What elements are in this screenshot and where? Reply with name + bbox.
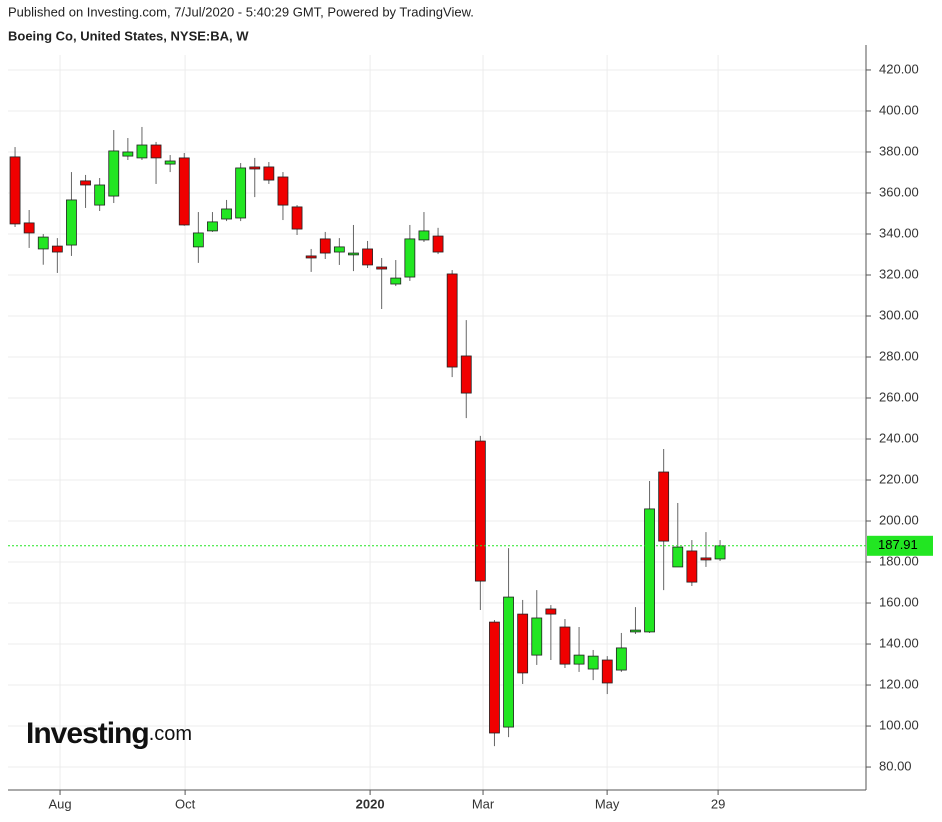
candle-body: [192, 232, 204, 248]
x-tick-label: May: [595, 796, 620, 811]
y-tick-label: 400.00: [879, 102, 919, 117]
candle-body: [362, 248, 373, 266]
candle-body: [122, 151, 134, 157]
candle-body: [66, 199, 77, 246]
candle-body: [319, 238, 331, 254]
candle-body: [531, 617, 543, 656]
candle-body: [714, 545, 726, 560]
y-tick-label: 360.00: [879, 184, 919, 199]
candle-body: [418, 230, 430, 241]
candle-body: [474, 440, 486, 582]
last-price-label: 187.91: [878, 537, 918, 552]
candle-body: [658, 471, 670, 542]
candle-body: [333, 246, 345, 253]
candle-body: [37, 236, 49, 250]
candle-body: [587, 655, 599, 670]
y-tick-label: 180.00: [879, 553, 919, 568]
y-tick-label: 120.00: [879, 676, 919, 691]
candle-body: [221, 208, 232, 220]
candle-body: [249, 166, 261, 170]
candle-body: [601, 659, 613, 684]
candle-body: [150, 144, 162, 159]
y-tick-label: 140.00: [879, 635, 919, 650]
y-tick-label: 220.00: [879, 471, 919, 486]
y-tick-label: 260.00: [879, 389, 919, 404]
x-tick-label: 29: [711, 796, 725, 811]
candle-body: [686, 550, 698, 583]
candle-body: [404, 238, 416, 278]
candle-body: [23, 222, 35, 234]
candle-body: [517, 613, 529, 674]
y-tick-label: 160.00: [879, 594, 919, 609]
candle-body: [460, 355, 472, 394]
candle-body: [615, 647, 627, 671]
candle-body: [573, 654, 585, 665]
candle-body: [291, 206, 303, 230]
candle-body: [178, 157, 190, 226]
last-price-box: [867, 535, 933, 556]
candle-body: [630, 629, 641, 633]
symbol-title: Boeing Co, United States, NYSE:BA, W: [8, 28, 249, 43]
x-tick-label: Oct: [175, 796, 196, 811]
candle-body: [305, 255, 317, 259]
y-tick-label: 200.00: [879, 512, 919, 527]
candle-body: [700, 557, 712, 561]
y-tick-label: 100.00: [879, 717, 919, 732]
y-tick-label: 80.00: [879, 758, 912, 773]
candle-body: [136, 144, 148, 159]
candle-body: [559, 626, 571, 665]
x-tick-label: 2020: [356, 796, 385, 811]
candle-body: [390, 277, 402, 285]
candle-body: [207, 221, 218, 232]
candle-body: [108, 150, 120, 197]
y-tick-label: 420.00: [879, 61, 919, 76]
candle-body: [644, 508, 655, 633]
y-tick-label: 280.00: [879, 348, 919, 363]
candle-body: [164, 160, 176, 165]
candle-body: [432, 235, 444, 253]
candle-body: [376, 266, 388, 270]
y-tick-label: 340.00: [879, 225, 919, 240]
y-tick-label: 300.00: [879, 307, 919, 322]
logo-suffix: .com: [149, 723, 192, 745]
candle-body: [235, 167, 247, 219]
candle-body: [446, 273, 458, 368]
x-tick-label: Aug: [48, 796, 71, 811]
candle-body: [263, 166, 275, 181]
y-tick-label: 240.00: [879, 430, 919, 445]
candle-body: [348, 252, 359, 256]
candle-body: [672, 546, 684, 568]
y-tick-label: 380.00: [879, 143, 919, 158]
candle-body: [94, 184, 106, 206]
published-note: Published on Investing.com, 7/Jul/2020 -…: [8, 4, 474, 19]
x-tick-label: Mar: [472, 796, 495, 811]
candle-body: [545, 608, 557, 615]
candle-body: [503, 596, 514, 728]
candle-body: [489, 621, 500, 734]
logo: Investing.com: [26, 717, 192, 750]
candle-body: [9, 156, 21, 225]
y-tick-label: 320.00: [879, 266, 919, 281]
candle-body: [80, 180, 91, 186]
candle-body: [277, 176, 289, 206]
logo-brand: Investing: [26, 717, 149, 750]
candle-body: [51, 245, 63, 253]
